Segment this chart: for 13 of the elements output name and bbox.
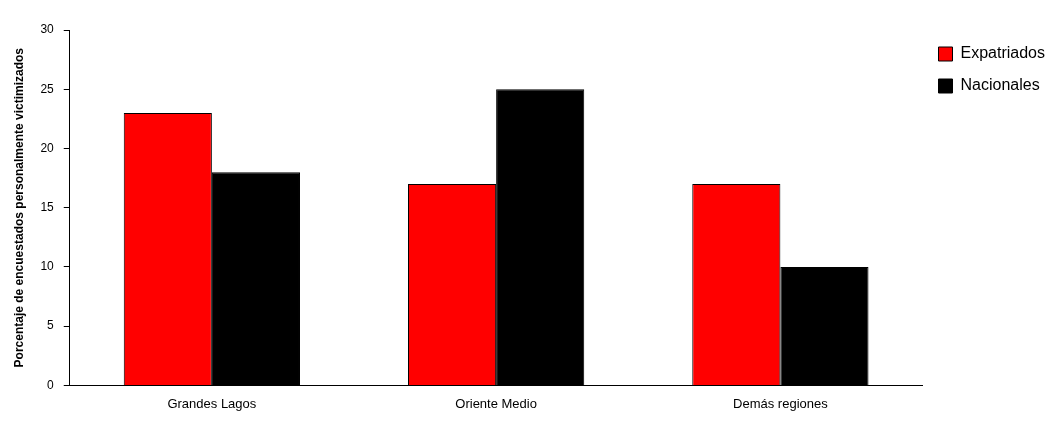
x-tick-label: Grandes Lagos [167,395,257,411]
y-tick-label: 0 [47,377,55,392]
y-tick-label: 20 [40,140,55,155]
y-tick-label: 10 [40,259,55,274]
legend-label: Expatriados [960,44,1046,62]
x-tick-label: Oriente Medio [455,395,537,411]
y-tick-label: 30 [40,22,55,37]
x-tick-label: Demás regiones [733,395,829,411]
y-tick-label: 25 [40,81,55,96]
y-tick-label: 5 [47,318,55,333]
legend-label: Nacionales [960,76,1040,94]
y-tick-label: 15 [40,200,55,215]
y-axis-title: Porcentaje de encuestados personalmente victimizados [11,47,26,368]
